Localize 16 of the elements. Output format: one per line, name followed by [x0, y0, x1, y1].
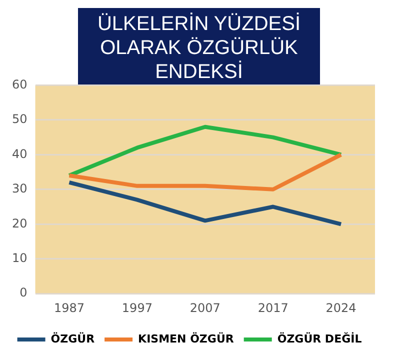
- y-tick-label: 40: [12, 146, 28, 161]
- legend-label: ÖZGÜR DEĞİL: [277, 331, 362, 346]
- x-tick-label: 1997: [122, 300, 152, 315]
- x-tick-label: 2017: [258, 300, 288, 315]
- y-tick-label: 60: [12, 77, 28, 92]
- y-tick-label: 30: [12, 182, 28, 196]
- y-tick-label: 50: [12, 112, 28, 126]
- legend-label: ÖZGÜR: [50, 331, 96, 346]
- x-tick-label: 2024: [326, 300, 356, 315]
- x-tick-label: 1987: [54, 300, 85, 315]
- y-tick-label: 20: [12, 216, 28, 230]
- y-tick-label: 0: [20, 286, 28, 300]
- legend-label: KISMEN ÖZGÜR: [138, 331, 234, 346]
- chart-title: ÜLKELERİN YÜZDESİ OLARAK ÖZGÜRLÜK ENDEKSİ: [78, 8, 320, 88]
- y-tick-label: 10: [12, 250, 28, 265]
- x-tick-label: 2007: [190, 300, 220, 315]
